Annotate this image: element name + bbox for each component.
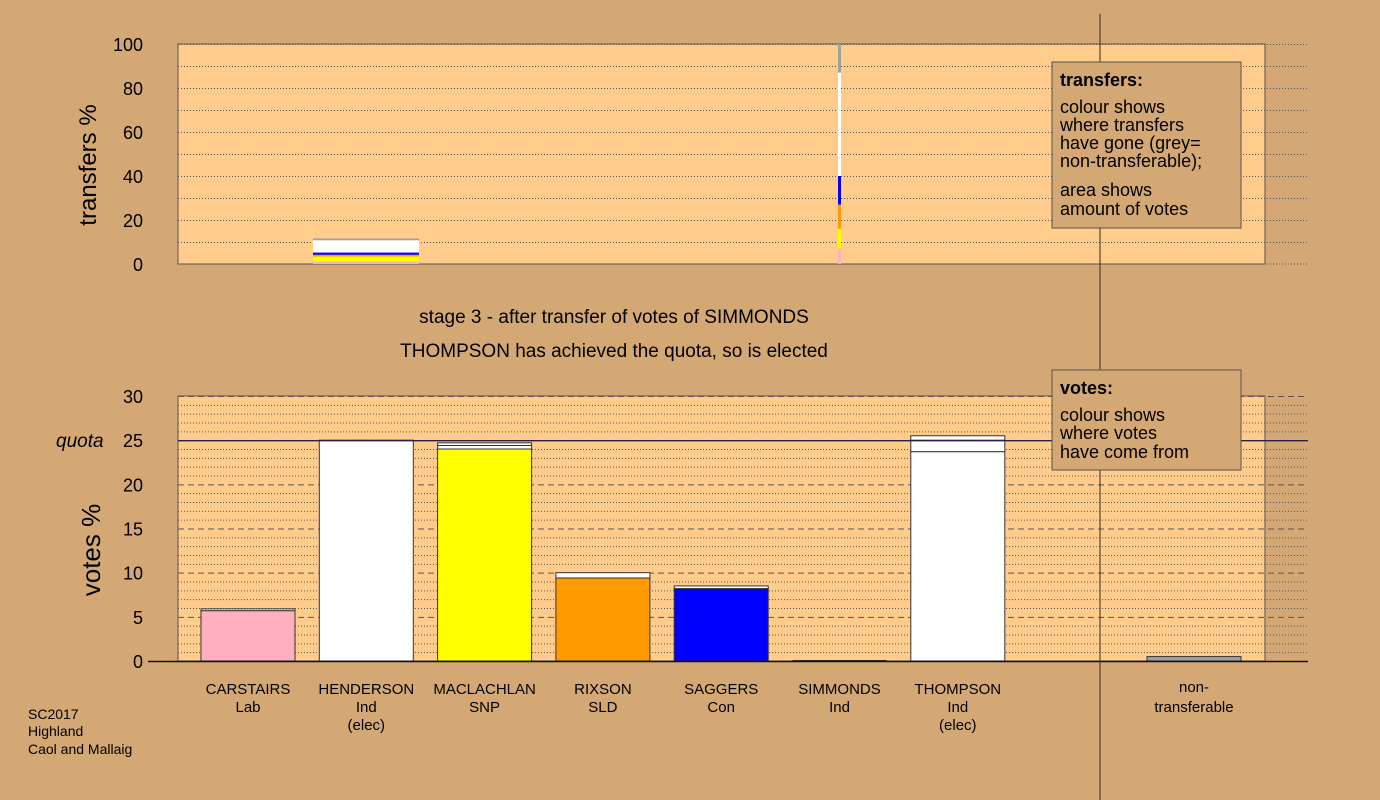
transfer-segment bbox=[313, 240, 419, 253]
votes-legend-line: colour shows bbox=[1060, 405, 1165, 425]
transfer-segment bbox=[838, 176, 841, 205]
transfers-legend: transfers: colour shows where transfers … bbox=[1051, 61, 1242, 229]
transfer-segment bbox=[313, 254, 419, 257]
votes-legend-line: where votes bbox=[1059, 423, 1157, 443]
candidate-party-label: Ind bbox=[947, 699, 968, 716]
transfers-y-tick-label: 20 bbox=[123, 211, 143, 231]
stage-subtitle: THOMPSON has achieved the quota, so is e… bbox=[400, 341, 828, 362]
quota-label: quota bbox=[56, 431, 104, 452]
transfers-legend-line: have gone (grey= bbox=[1060, 133, 1201, 153]
transfers-y-tick-label: 80 bbox=[123, 79, 143, 99]
transfers-y-tick-label: 40 bbox=[123, 167, 143, 187]
transfer-segment bbox=[838, 228, 841, 249]
vote-segment bbox=[318, 439, 414, 662]
candidate-name-label: SIMMONDS bbox=[798, 681, 881, 698]
vote-segment bbox=[437, 442, 533, 446]
candidate-name-label: CARSTAIRS bbox=[206, 681, 291, 698]
transfer-segment bbox=[313, 238, 419, 241]
vote-segment bbox=[673, 588, 769, 662]
stage-title: stage 3 - after transfer of votes of SIM… bbox=[419, 307, 809, 328]
transfers-legend-title: transfers: bbox=[1060, 70, 1143, 90]
candidate-party-label: Lab bbox=[235, 699, 260, 716]
candidate-note-label: (elec) bbox=[348, 717, 386, 734]
transfer-segment bbox=[313, 261, 419, 264]
nontransferable-label: transferable bbox=[1154, 699, 1233, 716]
votes-y-tick-label: 10 bbox=[123, 564, 143, 584]
candidate-party-label: SLD bbox=[588, 699, 617, 716]
transfer-segment bbox=[838, 72, 841, 176]
transfers-y-axis-label: transfers % bbox=[75, 104, 102, 225]
vote-segment bbox=[437, 448, 533, 662]
candidate-note-label: (elec) bbox=[939, 717, 977, 734]
candidate-party-label: Ind bbox=[829, 699, 850, 716]
vote-segment bbox=[910, 439, 1006, 453]
transfers-legend-line: where transfers bbox=[1059, 115, 1184, 135]
transfers-y-tick-label: 0 bbox=[133, 255, 143, 275]
votes-y-tick-label: 25 bbox=[123, 431, 143, 451]
candidate-name-label: THOMPSON bbox=[914, 681, 1001, 698]
vote-segment bbox=[555, 572, 651, 579]
candidate-name-label: RIXSON bbox=[574, 681, 632, 698]
candidate-party-label: Ind bbox=[356, 699, 377, 716]
nontransferable-bar bbox=[1146, 656, 1242, 662]
nontransferable-label: non- bbox=[1179, 679, 1209, 696]
transfers-legend-box bbox=[1051, 61, 1242, 229]
footer-caption: SC2017 Highland Caol and Mallaig bbox=[28, 706, 132, 757]
transfer-segment bbox=[313, 252, 419, 255]
vote-segment bbox=[437, 444, 533, 450]
candidate-name-label: SAGGERS bbox=[684, 681, 758, 698]
transfers-legend-line: area shows bbox=[1060, 180, 1152, 200]
votes-legend-box bbox=[1051, 369, 1242, 471]
transfers-y-tick-label: 100 bbox=[113, 35, 143, 55]
vote-segment bbox=[910, 435, 1006, 441]
vote-segment bbox=[673, 585, 769, 590]
votes-y-axis-label: votes % bbox=[76, 504, 106, 597]
transfer-segment bbox=[838, 204, 841, 229]
votes-legend-line: have come from bbox=[1060, 442, 1189, 462]
votes-y-tick-label: 30 bbox=[123, 387, 143, 407]
candidate-party-label: SNP bbox=[469, 699, 500, 716]
transfers-legend-line: amount of votes bbox=[1060, 199, 1188, 219]
votes-y-tick-label: 0 bbox=[133, 652, 143, 672]
votes-y-tick-label: 15 bbox=[123, 520, 143, 540]
votes-y-tick-label: 20 bbox=[123, 475, 143, 495]
transfers-legend-line: colour shows bbox=[1060, 97, 1165, 117]
votes-legend-title: votes: bbox=[1060, 378, 1113, 398]
candidate-party-label: Con bbox=[707, 699, 735, 716]
transfer-segment bbox=[838, 44, 841, 73]
candidate-name-label: MACLACHLAN bbox=[433, 681, 536, 698]
footer-line: Caol and Mallaig bbox=[28, 741, 132, 757]
votes-y-tick-label: 5 bbox=[133, 608, 143, 628]
transfers-legend-line: non-transferable); bbox=[1060, 151, 1202, 171]
transfer-segment bbox=[838, 248, 841, 264]
candidate-name-label: HENDERSON bbox=[318, 681, 414, 698]
footer-line: Highland bbox=[28, 723, 83, 739]
vote-segment bbox=[555, 577, 651, 662]
votes-legend: votes: colour shows where votes have com… bbox=[1051, 369, 1242, 471]
footer-line: SC2017 bbox=[28, 706, 79, 722]
transfers-y-tick-label: 60 bbox=[123, 123, 143, 143]
transfer-segment bbox=[313, 256, 419, 262]
vote-segment bbox=[910, 451, 1006, 662]
vote-segment bbox=[200, 608, 296, 612]
vote-segment bbox=[200, 610, 296, 662]
